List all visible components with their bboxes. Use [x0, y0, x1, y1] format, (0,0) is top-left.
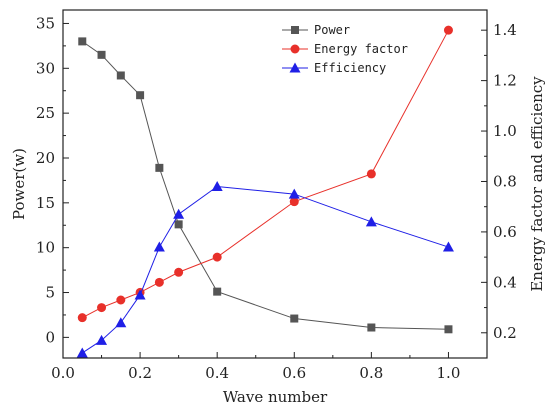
data-point — [116, 71, 125, 80]
legend-marker — [289, 62, 301, 73]
legend-item: Energy factor — [282, 42, 408, 56]
data-point — [173, 208, 185, 219]
x-tick-label: 1.0 — [437, 364, 461, 382]
data-point — [136, 91, 145, 100]
y-right-tick-label: 0.6 — [493, 223, 517, 241]
series-power — [78, 37, 453, 334]
y-left-tick-label: 0 — [45, 328, 55, 346]
data-point — [78, 37, 87, 46]
data-point — [288, 188, 300, 199]
y-right-tick-label: 0.8 — [493, 172, 517, 190]
data-point — [365, 216, 377, 227]
plot-area — [76, 25, 454, 358]
series-line — [81, 40, 449, 330]
y-left-tick-label: 15 — [36, 194, 55, 212]
y-right-tick-label: 0.4 — [493, 273, 517, 291]
data-point — [174, 267, 184, 277]
data-point — [154, 277, 164, 287]
plot-frame — [62, 9, 488, 359]
data-point — [76, 347, 88, 358]
y-right-tick-label: 1.4 — [493, 21, 517, 39]
legend-label: Efficiency — [314, 61, 386, 75]
legend: Power Energy factor Efficiency — [282, 23, 408, 75]
legend-label: Energy factor — [314, 42, 408, 56]
y-left-tick-label: 5 — [45, 284, 55, 302]
x-tick-label: 0.8 — [359, 364, 383, 382]
series-energy-factor — [77, 25, 453, 323]
y-left-tick-label: 35 — [36, 14, 55, 32]
x-axis-title: Wave number — [223, 388, 328, 406]
data-point — [155, 163, 164, 172]
data-point — [443, 25, 453, 35]
y-right-tick-label: 1.0 — [493, 122, 517, 140]
y-left-tick-label: 10 — [36, 239, 55, 257]
data-point — [96, 334, 108, 345]
y-left-tick-label: 25 — [36, 104, 55, 122]
data-point — [115, 317, 127, 328]
data-point — [366, 169, 376, 179]
data-point — [116, 295, 126, 305]
data-point — [211, 181, 223, 192]
data-point — [212, 252, 222, 262]
data-point — [97, 50, 106, 59]
x-tick-label: 0.6 — [282, 364, 306, 382]
series-line — [81, 186, 449, 354]
data-point — [213, 287, 222, 296]
y-axis-right-title: Energy factor and efficiency — [528, 76, 546, 292]
y-right-tick-label: 1.2 — [493, 72, 517, 90]
legend-label: Power — [314, 23, 350, 37]
data-point — [97, 303, 107, 313]
data-point — [289, 197, 299, 207]
data-point — [153, 241, 165, 252]
x-tick-label: 0.0 — [51, 364, 75, 382]
legend-marker — [291, 26, 299, 34]
y-left-tick-label: 30 — [36, 59, 55, 77]
legend-marker — [290, 44, 300, 54]
axes: 0.0 0.2 0.4 0.6 0.8 1.0 0 5 10 15 20 25 30 35 0.2 0.4 0.… — [36, 9, 517, 382]
y-right-tick-label: 0.2 — [493, 324, 517, 342]
data-point — [367, 323, 376, 332]
data-point — [174, 220, 183, 229]
x-tick-label: 0.4 — [205, 364, 229, 382]
data-point — [442, 241, 454, 252]
legend-item: Efficiency — [282, 61, 386, 75]
x-tick-label: 0.2 — [128, 364, 152, 382]
legend-item: Power — [282, 23, 350, 37]
data-point — [444, 325, 453, 334]
data-point — [134, 289, 146, 300]
data-point — [77, 313, 87, 323]
data-point — [290, 314, 299, 323]
series-efficiency — [76, 181, 454, 358]
y-axis-left-title: Power(w) — [10, 148, 28, 220]
series-line — [82, 29, 449, 319]
y-left-tick-label: 20 — [36, 149, 55, 167]
